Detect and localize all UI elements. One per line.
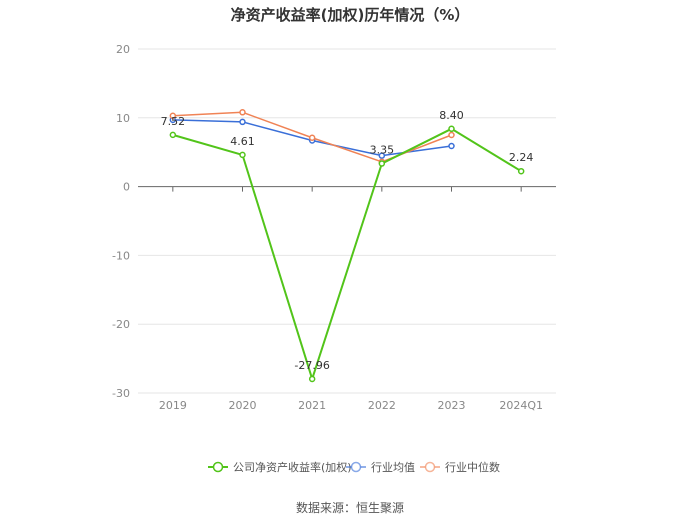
data-point [448,125,455,133]
chart-title: 净资产收益率(加权)历年情况（%） [230,6,470,24]
y-tick-label: -30 [112,387,130,400]
x-tick-label: 2019 [159,399,187,412]
legend-item-0[interactable]: 公司净资产收益率(加权) [208,460,352,474]
data-label: 8.40 [439,109,464,122]
y-tick-label: 20 [116,43,130,56]
data-label: 3.35 [370,144,395,157]
data-label: -27.96 [294,359,329,372]
data-point [308,375,316,383]
data-point [169,112,177,119]
grid-lines [138,48,556,394]
series-line-0 [172,127,522,383]
data-point [378,160,386,167]
legend-item-1[interactable]: 行业均值 [346,461,415,474]
data-point [448,131,455,139]
y-tick-label: 0 [123,181,130,194]
data-point [448,142,455,150]
data-point [308,134,316,142]
legend: 公司净资产收益率(加权) 行业均值 行业中位数 [208,460,500,474]
x-tick-label: 2021 [298,399,326,412]
legend-marker-icon [350,461,362,473]
axes: 20 10 0 -10 -20 -30 2019 2020 2021 2022 2023 2024Q1 [112,43,543,412]
data-point [239,151,246,159]
legend-label: 行业中位数 [445,460,500,474]
data-labels: 7.52 4.61 -27.96 3.35 8.40 2.24 [161,109,534,372]
y-tick-label: -10 [112,249,130,262]
source-note: 数据来源：恒生聚源 [295,501,404,515]
legend-marker-icon [212,461,224,473]
data-label: 4.61 [230,135,255,148]
x-tick-label: 2020 [229,399,257,412]
data-label: 2.24 [509,151,534,164]
data-point [517,167,525,175]
legend-item-2[interactable]: 行业中位数 [420,460,500,474]
legend-label: 公司净资产收益率(加权) [233,460,352,474]
legend-marker-icon [424,461,436,473]
data-point [239,118,246,126]
x-tick-label: 2022 [368,399,396,412]
y-tick-label: 10 [116,112,130,125]
data-label: 7.52 [161,115,186,128]
data-point [239,109,246,116]
x-tick-label: 2024Q1 [499,399,543,412]
data-point [169,131,177,139]
series-lines [169,109,525,383]
legend-label: 行业均值 [371,461,415,474]
x-tick-label: 2023 [438,399,466,412]
y-tick-label: -20 [112,318,130,331]
data-point [378,152,386,159]
